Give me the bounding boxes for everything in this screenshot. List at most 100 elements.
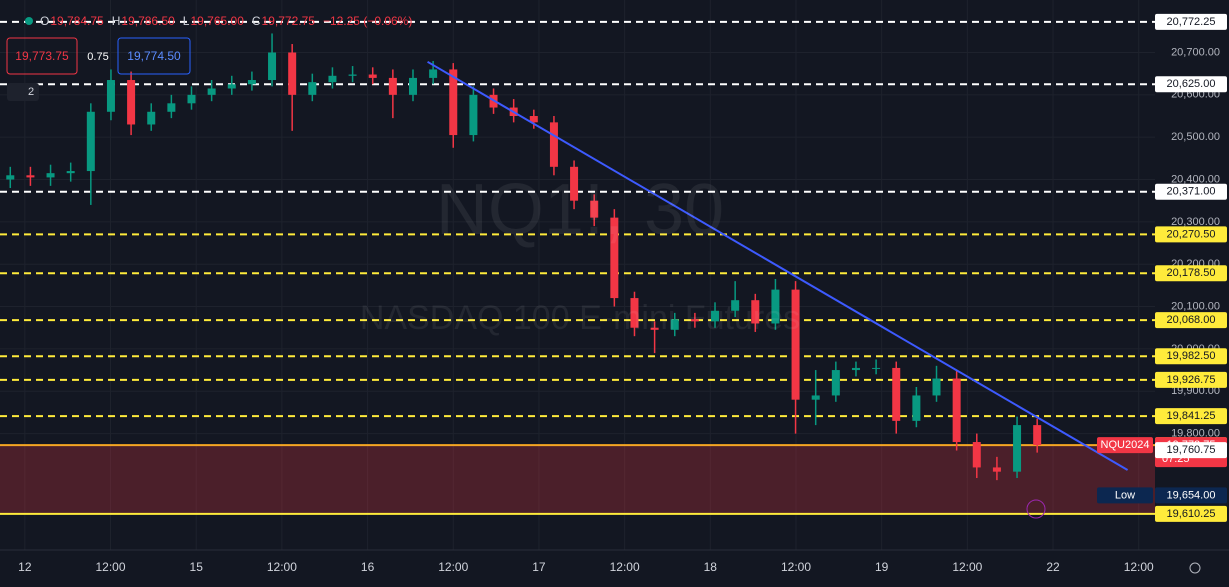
candle-body (247, 80, 256, 85)
candle-body (46, 173, 55, 178)
candle-body (86, 111, 95, 172)
candle-body (851, 367, 860, 371)
level-tag (1155, 13, 1227, 30)
candle-body (690, 319, 699, 322)
level-tag-label: 20,371.00 (1167, 186, 1216, 198)
watermark-description: NASDAQ 100 E-mini Futures (360, 299, 800, 337)
ohlc-label: C (252, 14, 261, 28)
y-tick-label: 20,500.00 (1171, 131, 1220, 143)
ohlc-value: 19,772.75 (262, 14, 316, 28)
level-tag (1155, 408, 1227, 425)
price-tag-name-box (1097, 437, 1153, 454)
candle-body (610, 217, 619, 299)
y-tick-label: 19,800.00 (1171, 427, 1220, 439)
candle-body (831, 370, 840, 396)
candle-body (791, 289, 800, 400)
candle-body (469, 94, 478, 136)
level-tag (1155, 312, 1227, 329)
candle-body (872, 367, 881, 369)
candle-body (932, 378, 941, 396)
candle-body (1033, 425, 1042, 446)
level-tag (1155, 505, 1227, 522)
candle-body (992, 467, 1001, 472)
x-tick-label: 12:00 (952, 560, 982, 574)
ohlc-label: H (112, 14, 121, 28)
candle-body (529, 116, 538, 123)
candle-body (892, 367, 901, 421)
watermark-symbol: NQ1!, 30 (436, 170, 724, 250)
price-tag (1155, 442, 1227, 459)
candle-body (650, 327, 659, 330)
level-tag-label: 19,982.50 (1167, 350, 1216, 362)
price-tag-name: NQU2024 (1101, 439, 1150, 451)
ohlc-label: O (40, 14, 49, 28)
candle-body (26, 175, 35, 178)
level-tag (1155, 183, 1227, 200)
highlight-zone (0, 445, 1155, 514)
price-tag (1155, 487, 1227, 504)
ohlc-value: 19,786.50 (121, 14, 175, 28)
buy-box[interactable] (117, 37, 191, 75)
candle-body (731, 300, 740, 311)
y-tick-label: 19,900.00 (1171, 385, 1220, 397)
x-tick-label: 15 (190, 560, 204, 574)
y-tick-label: 20,100.00 (1171, 300, 1220, 312)
spread: 0.75 (87, 51, 108, 63)
level-tag-label: 20,068.00 (1167, 314, 1216, 326)
candle-body (227, 84, 236, 89)
sell-box[interactable] (6, 37, 78, 75)
candle-body (630, 298, 639, 328)
candle-body (1013, 425, 1022, 472)
candle-body (6, 175, 15, 180)
settings-icon[interactable] (1189, 562, 1201, 574)
x-tick-label: 12:00 (610, 560, 640, 574)
candle-body (308, 82, 317, 95)
level-tag-label: 20,270.50 (1167, 228, 1216, 240)
price-tag-name-box (1097, 487, 1153, 504)
candle-body (106, 80, 115, 112)
candle-body (952, 378, 961, 443)
replay-icon[interactable] (1026, 499, 1046, 519)
sell-price: 19,773.75 (15, 49, 69, 63)
candle-body (711, 310, 720, 322)
x-tick-label: 22 (1046, 560, 1060, 574)
candle-body (590, 200, 599, 218)
candle-body (408, 77, 417, 95)
candle-body (570, 166, 579, 201)
level-tag-label: 20,772.25 (1167, 16, 1216, 28)
level-tag (1155, 371, 1227, 388)
indicators-toggle[interactable] (7, 83, 39, 101)
level-tag-label: 19,610.25 (1167, 508, 1216, 520)
x-tick-label: 12:00 (781, 560, 811, 574)
candle-body (167, 103, 176, 112)
x-tick-label: 12:00 (267, 560, 297, 574)
x-tick-label: 12:00 (1124, 560, 1154, 574)
x-tick-label: 16 (361, 560, 375, 574)
candle-body (187, 94, 196, 104)
ohlc-change: −12.25 (−0.06%) (323, 14, 412, 28)
level-tag (1155, 76, 1227, 93)
x-tick-label: 12:00 (438, 560, 468, 574)
ohlc-value: 19,784.75 (50, 14, 104, 28)
candle-body (147, 111, 156, 125)
level-tag-label: 20,625.00 (1167, 78, 1216, 90)
candle-body (751, 300, 760, 324)
level-tag (1155, 265, 1227, 282)
y-tick-label: 20,300.00 (1171, 216, 1220, 228)
price-tag-name: Low (1115, 489, 1135, 501)
level-tag (1155, 226, 1227, 243)
level-tag-label: 19,926.75 (1167, 374, 1216, 386)
candle-body (207, 88, 216, 95)
trendline (427, 60, 1129, 471)
candle-body (771, 289, 780, 324)
candle-body (972, 442, 981, 468)
buy-price: 19,774.50 (127, 49, 181, 63)
x-tick-label: 12 (18, 560, 32, 574)
candle-body (811, 395, 820, 400)
x-tick-label: 17 (532, 560, 546, 574)
candle-body (429, 69, 438, 78)
level-tag-label: 19,841.25 (1167, 410, 1216, 422)
price-tag-label: 19,760.75 (1167, 444, 1216, 456)
level-tag (1155, 348, 1227, 365)
